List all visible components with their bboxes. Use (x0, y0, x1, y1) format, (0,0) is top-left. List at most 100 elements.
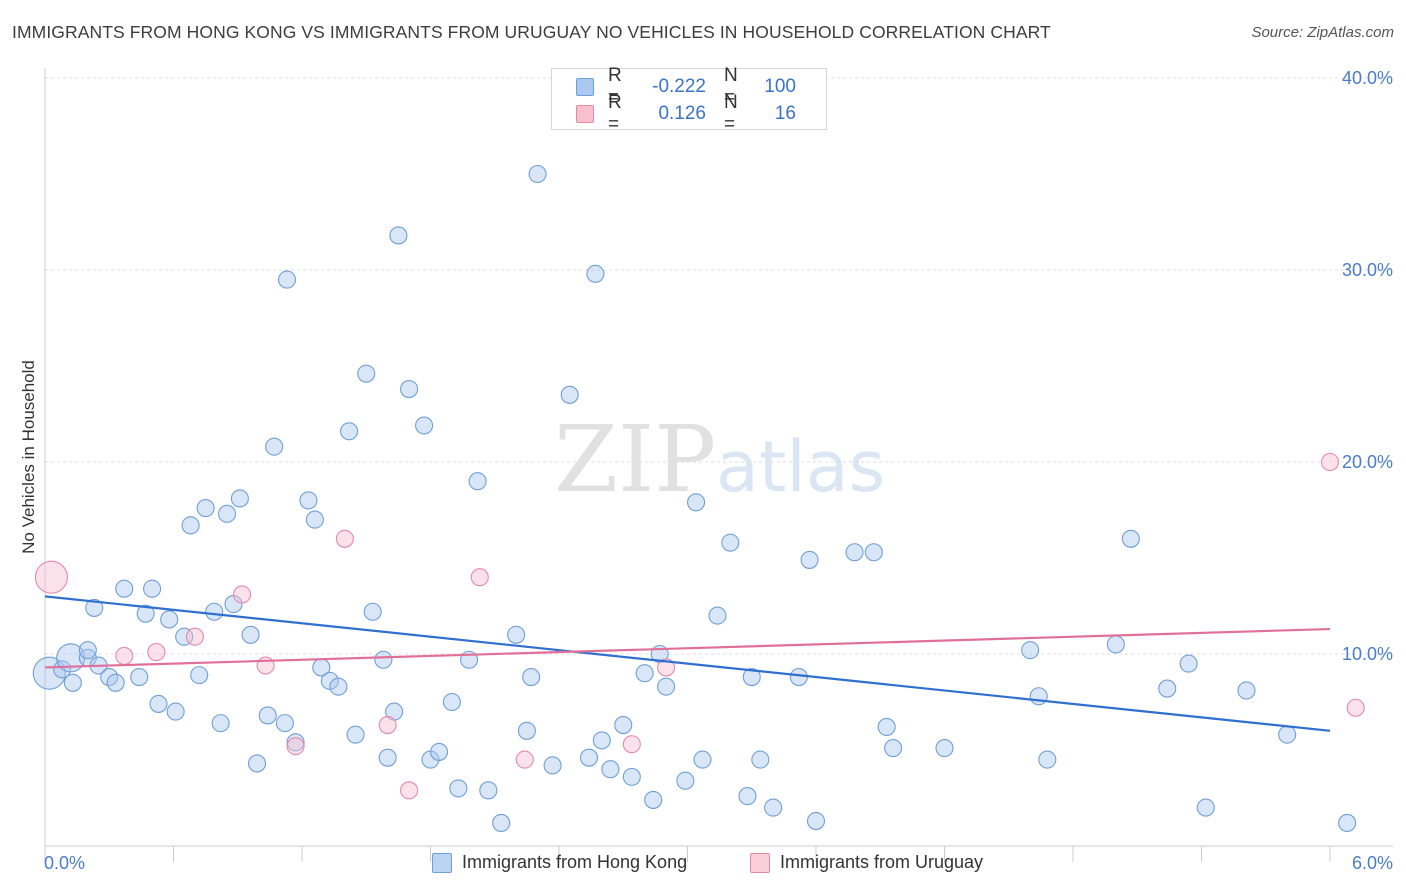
hong-kong-point (346, 725, 365, 744)
hong-kong-point (166, 702, 185, 721)
hong-kong-point (517, 721, 536, 740)
x-tick-label-min: 0.0% (44, 853, 85, 873)
hong-kong-point (492, 813, 511, 833)
hong-kong-point (693, 750, 712, 769)
uruguay-point (147, 643, 166, 662)
hong-kong-point (430, 742, 449, 761)
legend-n-value: 100 (764, 76, 796, 97)
uruguay-point (622, 735, 641, 754)
uruguay-point (1346, 698, 1365, 717)
hong-kong-point (299, 491, 318, 510)
uruguay-point (335, 529, 354, 548)
hong-kong-point (305, 510, 324, 529)
hong-kong-point (579, 748, 599, 767)
y-tick-label: 40.0% (1342, 68, 1393, 88)
hong-kong-point (190, 666, 209, 685)
hong-kong-point (528, 164, 547, 184)
y-tick-label: 30.0% (1342, 260, 1393, 280)
hong-kong-point (522, 667, 541, 687)
hong-kong-point (935, 739, 954, 758)
hong-kong-point (657, 677, 676, 696)
hong-kong-points (32, 164, 1357, 833)
uruguay-point (470, 568, 489, 587)
hong-kong-point (742, 667, 761, 687)
hong-kong-point (622, 767, 641, 786)
hong-kong-point (340, 422, 359, 441)
hong-kong-point (864, 543, 883, 562)
x-ticks (44, 846, 1331, 862)
correlation-legend: R = -0.222 N = 100 R = 0.126 N = 16 (551, 65, 827, 135)
legend-n-value: 16 (774, 103, 796, 124)
hong-kong-point (175, 627, 194, 646)
legend-label-uruguay: Immigrants from Uruguay (780, 852, 984, 872)
legend-label-hong-kong: Immigrants from Hong Kong (462, 852, 688, 872)
uruguay-point (185, 627, 204, 646)
hong-kong-point (106, 673, 125, 692)
hong-kong-point (130, 667, 149, 687)
hong-kong-point (78, 641, 97, 660)
hong-kong-point (1237, 681, 1256, 700)
hong-kong-point (614, 715, 633, 735)
uruguay-points (34, 452, 1365, 800)
hong-kong-point (415, 416, 434, 435)
hong-kong-point (136, 604, 155, 623)
legend-r-label: R = (608, 92, 622, 135)
hong-kong-point (1106, 635, 1125, 654)
watermark: ZIP atlas (554, 406, 885, 513)
legend-n-label: N = (724, 92, 738, 135)
hong-kong-point (217, 504, 237, 523)
hong-kong-point (789, 667, 808, 687)
uruguay-point (34, 560, 68, 594)
hong-kong-point (721, 533, 740, 552)
hong-kong-point (507, 625, 526, 644)
legend-item-hong-kong: Immigrants from Hong Kong (432, 852, 687, 873)
hong-kong-point (479, 781, 498, 800)
hong-kong-point (442, 692, 461, 712)
gridlines (45, 77, 1393, 655)
hong-kong-point (378, 748, 397, 767)
hong-kong-point (1121, 529, 1140, 548)
hong-kong-point (592, 731, 611, 750)
source-label: Source: ZipAtlas.com (1251, 24, 1394, 41)
hong-kong-trend-line (44, 595, 1331, 732)
uruguay-point (400, 781, 419, 800)
legend-swatch-hong-kong (432, 852, 452, 873)
hong-kong-point (85, 598, 104, 617)
hong-kong-point (1158, 679, 1177, 698)
hong-kong-point (265, 437, 284, 456)
hong-kong-point (115, 579, 134, 598)
x-tick-label-max: 6.0% (1352, 853, 1393, 873)
hong-kong-point (884, 739, 903, 758)
hong-kong-point (363, 602, 382, 621)
legend-r-label: R = (608, 65, 622, 108)
hong-kong-point (143, 579, 162, 598)
hong-kong-point (196, 499, 215, 518)
legend-r-value: -0.222 (652, 76, 706, 97)
legend-row-uruguay: R = 0.126 N = 16 (576, 92, 796, 135)
y-tick-labels: 10.0% 20.0% 30.0% 40.0% (1342, 68, 1393, 664)
uruguay-trend-line (44, 627, 1331, 669)
hong-kong-point (601, 760, 620, 779)
hong-kong-point (400, 379, 419, 399)
uruguay-point (115, 646, 134, 665)
hong-kong-point (63, 673, 82, 692)
hong-kong-point (806, 811, 826, 831)
legend-swatch-uruguay (750, 852, 770, 873)
hong-kong-point (374, 650, 393, 669)
hong-kong-point (389, 226, 408, 245)
hong-kong-point (258, 706, 277, 725)
hong-kong-point (211, 714, 230, 733)
hong-kong-point (1038, 750, 1057, 769)
hong-kong-point (560, 385, 579, 404)
uruguay-point (1320, 452, 1340, 472)
hong-kong-point (181, 516, 200, 535)
hong-kong-point (160, 610, 179, 629)
axes (44, 68, 1393, 847)
hong-kong-point (708, 606, 727, 625)
hong-kong-point (1196, 798, 1215, 817)
hong-kong-point (230, 489, 249, 508)
legend-swatch-uruguay (576, 105, 594, 123)
legend-row-hong-kong: R = -0.222 N = 100 (576, 65, 796, 108)
watermark-zip: ZIP (554, 406, 716, 513)
hong-kong-point (275, 714, 294, 733)
